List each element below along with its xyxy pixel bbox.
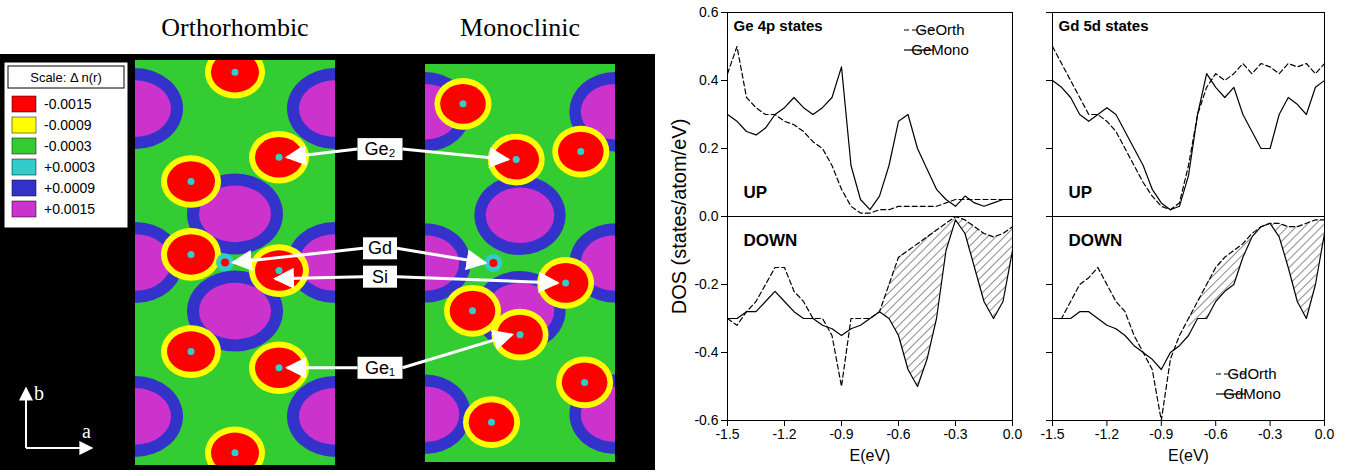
svg-text:-1.5: -1.5 [715,426,739,442]
svg-text:DOS (states/atom/eV): DOS (states/atom/eV) [668,119,690,315]
svg-text:-0.2: -0.2 [694,276,718,292]
svg-text:-0.3: -0.3 [943,426,967,442]
svg-text:0.0: 0.0 [699,208,719,224]
svg-text:-0.0015: -0.0015 [44,96,92,112]
svg-text:+0.0009: +0.0009 [44,180,95,196]
svg-text:UP: UP [1069,183,1093,202]
svg-text:-0.6: -0.6 [1204,426,1228,442]
svg-text:-0.9: -0.9 [1149,426,1173,442]
svg-text:GeMono: GeMono [911,41,969,58]
svg-text:0.0: 0.0 [1003,426,1023,442]
svg-text:b: b [34,382,44,404]
svg-text:Scale: Δ n(r): Scale: Δ n(r) [30,70,102,85]
svg-text:Gd: Gd [368,238,392,258]
svg-text:UP: UP [744,183,768,202]
svg-text:0.2: 0.2 [699,140,719,156]
svg-text:Ge₂: Ge₂ [365,139,396,159]
svg-text:-1.5: -1.5 [1040,426,1064,442]
svg-text:-0.4: -0.4 [694,344,718,360]
svg-text:Gd 5d states: Gd 5d states [1059,17,1149,34]
svg-text:GeOrth: GeOrth [915,21,964,38]
svg-text:-1.2: -1.2 [1095,426,1119,442]
svg-text:0.6: 0.6 [699,4,719,20]
svg-text:E(eV): E(eV) [1168,447,1209,464]
svg-text:GdOrth: GdOrth [1227,365,1276,382]
svg-text:E(eV): E(eV) [850,447,891,464]
svg-text:Monoclinic: Monoclinic [460,13,580,42]
svg-text:+0.0003: +0.0003 [44,159,95,175]
svg-text:GdMono: GdMono [1223,385,1281,402]
svg-text:+0.0015: +0.0015 [44,201,95,217]
svg-text:a: a [82,420,91,442]
svg-text:0.0: 0.0 [1315,426,1335,442]
svg-text:-0.0003: -0.0003 [44,138,92,154]
svg-text:-0.0009: -0.0009 [44,117,92,133]
svg-text:-0.9: -0.9 [829,426,853,442]
svg-text:Orthorhombic: Orthorhombic [161,13,308,42]
svg-text:-1.2: -1.2 [772,426,796,442]
svg-text:Ge₁: Ge₁ [365,358,395,378]
svg-text:DOWN: DOWN [1069,231,1123,250]
svg-text:-0.6: -0.6 [886,426,910,442]
svg-text:Ge 4p states: Ge 4p states [734,17,823,34]
svg-text:-0.3: -0.3 [1258,426,1282,442]
svg-text:-0.6: -0.6 [694,412,719,428]
svg-text:DOWN: DOWN [744,231,798,250]
svg-text:Si: Si [372,267,388,287]
svg-text:0.4: 0.4 [699,72,719,88]
